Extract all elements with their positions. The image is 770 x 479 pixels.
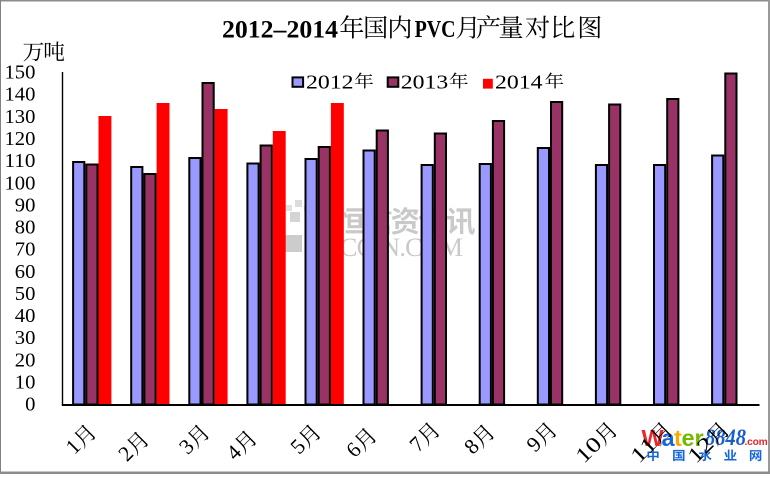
svg-text:2013: 2013 (401, 71, 449, 93)
svg-text:130: 130 (5, 106, 36, 128)
svg-text:.com: .com (745, 437, 768, 448)
svg-text:50: 50 (15, 283, 36, 305)
svg-text:Water: Water (642, 425, 704, 451)
svg-text:100: 100 (5, 172, 36, 194)
svg-text:60: 60 (15, 261, 36, 283)
svg-text:0: 0 (25, 394, 35, 416)
svg-text:2012–2014: 2012–2014 (222, 15, 338, 44)
svg-text:70: 70 (15, 239, 36, 261)
svg-text:90: 90 (15, 194, 36, 216)
svg-text:30: 30 (15, 327, 36, 349)
svg-text:10: 10 (15, 372, 36, 394)
svg-text:2012: 2012 (306, 71, 354, 93)
svg-text:80: 80 (15, 217, 36, 239)
svg-text:110: 110 (5, 150, 36, 172)
svg-text:8848: 8848 (705, 425, 746, 450)
svg-text:40: 40 (15, 305, 36, 327)
svg-text:PVC: PVC (415, 17, 456, 43)
svg-text:150: 150 (5, 62, 36, 84)
svg-text:140: 140 (5, 84, 36, 106)
svg-text:20: 20 (15, 349, 36, 371)
svg-text:2014: 2014 (495, 71, 543, 93)
svg-text:120: 120 (5, 128, 36, 150)
